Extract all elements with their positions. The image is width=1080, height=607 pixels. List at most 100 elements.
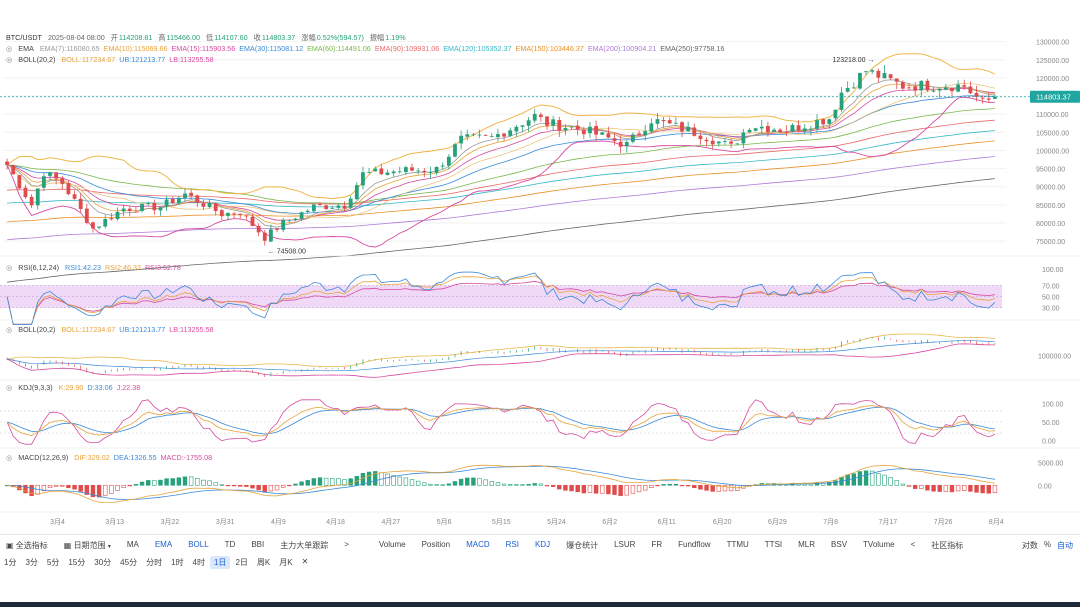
macd-histogram-bar: [876, 473, 881, 486]
select-indicators-button[interactable]: ▣ 全选指标: [0, 540, 56, 551]
boll2-mid-band: [7, 340, 995, 372]
candle-body: [477, 134, 482, 136]
indicator-tab-20[interactable]: TVolume: [863, 539, 895, 549]
indicator-tab-4[interactable]: BBI: [251, 539, 265, 549]
timeframe-7[interactable]: 1时: [171, 557, 184, 567]
boll2-legend[interactable]: ◎ BOLL(20,2) BOLL:117234.67 UB:121213.77 L…: [6, 325, 221, 334]
timeframe-6[interactable]: 分时: [146, 557, 163, 567]
timeframe-13[interactable]: ✕: [301, 556, 309, 566]
indicator-tab-22[interactable]: 社区指标: [931, 540, 964, 550]
kdj-value: J:22.38: [116, 383, 141, 392]
macd-legend[interactable]: ◎ MACD(12,26,9) DIF:329.02 DEA:1326.55 MAC…: [6, 453, 220, 462]
timeframe-11[interactable]: 周K: [256, 557, 271, 567]
macd-histogram-bar: [649, 484, 654, 488]
candle-body: [956, 84, 961, 92]
indicator-tab-7[interactable]: Volume: [378, 539, 406, 549]
indicator-tab-14[interactable]: FR: [651, 539, 663, 549]
indicator-tab-1[interactable]: EMA: [154, 539, 173, 549]
indicator-tab-11[interactable]: KDJ: [534, 539, 551, 549]
timeframe-0[interactable]: 1分: [4, 557, 17, 567]
candle-body: [980, 97, 985, 99]
ema-legend[interactable]: ◎ EMA EMA(7):116080.65 EMA(10):115069.66 E…: [6, 44, 733, 53]
rsi-legend[interactable]: ◎ RSI(6,12,24) RSI1:42.23 RSI2:46.32 RSI3:…: [6, 263, 189, 272]
scale-option-1[interactable]: %: [1043, 539, 1051, 549]
macd-histogram-bar: [415, 480, 421, 486]
timeframe-9[interactable]: 1日: [209, 555, 231, 569]
candle-body: [41, 176, 46, 188]
timeframe-10[interactable]: 2日: [235, 557, 248, 567]
eye-icon[interactable]: ◎: [6, 55, 13, 64]
boll-legend[interactable]: ◎ BOLL(20,2) BOLL:117234.67 UB:121213.77 L…: [6, 55, 221, 64]
kdj-legend[interactable]: ◎ KDJ(9,3,3) K:29.90 D:33.06 J:22.38: [6, 383, 148, 392]
date-range-button[interactable]: ▦ 日期范围 ▾: [56, 540, 119, 551]
indicator-tab-10[interactable]: RSI: [505, 539, 519, 549]
macd-histogram-bar: [514, 484, 519, 486]
candle-body: [808, 128, 813, 130]
candle-body: [716, 141, 721, 144]
candle-body: [925, 80, 930, 91]
indicator-tab-3[interactable]: TD: [224, 539, 236, 549]
eye-icon[interactable]: ◎: [6, 325, 13, 334]
indicator-tab-12[interactable]: 爆仓统计: [566, 540, 599, 550]
candle-body: [962, 85, 967, 87]
chart-area[interactable]: 130000.00125000.00120000.00115000.001100…: [0, 0, 1080, 530]
indicator-tab-13[interactable]: LSUR: [614, 539, 636, 549]
macd-histogram-bar: [440, 484, 445, 486]
candle-body: [219, 210, 224, 217]
candle-body: [545, 116, 549, 126]
timeframe-5[interactable]: 45分: [120, 557, 138, 567]
indicator-tab-5[interactable]: 主力大单跟踪: [280, 540, 329, 550]
kline-chart[interactable]: 130000.00125000.00120000.00115000.001100…: [0, 0, 1080, 530]
candle-body: [496, 134, 500, 138]
timeframe-bar: 1分 3分 5分 15分 30分 45分 分时 1时 4时 1日 2日 周K 月K ✕: [0, 554, 400, 570]
macd-histogram-bar: [47, 484, 53, 488]
indicator-tab-21[interactable]: <: [910, 539, 916, 549]
x-tick-label: 4月9: [271, 518, 286, 526]
candle-body: [60, 177, 65, 184]
candle-body: [66, 183, 71, 195]
macd-histogram-bar: [53, 484, 59, 487]
candle-body: [232, 213, 236, 215]
candle-body: [459, 135, 464, 144]
indicator-tab-8[interactable]: Position: [421, 539, 451, 549]
eye-icon[interactable]: ◎: [6, 383, 13, 392]
boll-lower-band: [6, 96, 995, 248]
timeframe-2[interactable]: 5分: [46, 557, 60, 567]
boll-upper-band: [6, 53, 996, 200]
candle-body: [373, 168, 378, 172]
ohlc-header: BTC/USDT 2025-08-04 08:00 开114208.81 高11…: [6, 33, 410, 42]
timeframe-8[interactable]: 4时: [192, 557, 205, 567]
indicator-tab-15[interactable]: Fundflow: [678, 539, 711, 549]
candle-body: [790, 124, 795, 132]
indicator-tab-9[interactable]: MACD: [466, 539, 490, 549]
macd-histogram-bar: [636, 484, 642, 493]
candle-body: [876, 70, 881, 78]
indicator-tab-6[interactable]: >: [344, 539, 349, 549]
timeframe-1[interactable]: 3分: [25, 557, 38, 567]
macd-histogram-bar: [366, 471, 372, 486]
macd-histogram-bar: [158, 479, 163, 486]
candle-body: [937, 88, 942, 91]
scale-option-2[interactable]: 自动: [1057, 540, 1073, 550]
indicator-tab-17[interactable]: TTSI: [764, 539, 783, 549]
macd-histogram-bar: [446, 483, 452, 486]
timeframe-12[interactable]: 月K: [279, 557, 293, 567]
x-tick-label: 5月24: [547, 518, 566, 526]
candle-body: [900, 82, 905, 89]
macd-histogram-bar: [115, 484, 120, 491]
timeframe-3[interactable]: 15分: [68, 557, 86, 567]
rsi-tick-label: 30.00: [1042, 306, 1060, 313]
scale-option-0[interactable]: 对数: [1021, 540, 1038, 550]
eye-icon[interactable]: ◎: [6, 263, 13, 272]
candle-body: [655, 119, 660, 124]
candle-body: [833, 109, 838, 119]
timeframe-4[interactable]: 30分: [94, 557, 112, 567]
candle-body: [91, 222, 95, 229]
indicator-tab-16[interactable]: TTMU: [726, 539, 749, 549]
indicator-tab-18[interactable]: MLR: [798, 539, 816, 549]
indicator-tab-2[interactable]: BOLL: [188, 539, 209, 549]
indicator-tab-0[interactable]: MA: [126, 539, 139, 549]
indicator-tab-19[interactable]: BSV: [831, 539, 848, 549]
eye-icon[interactable]: ◎: [6, 453, 13, 462]
eye-icon[interactable]: ◎: [6, 44, 13, 53]
